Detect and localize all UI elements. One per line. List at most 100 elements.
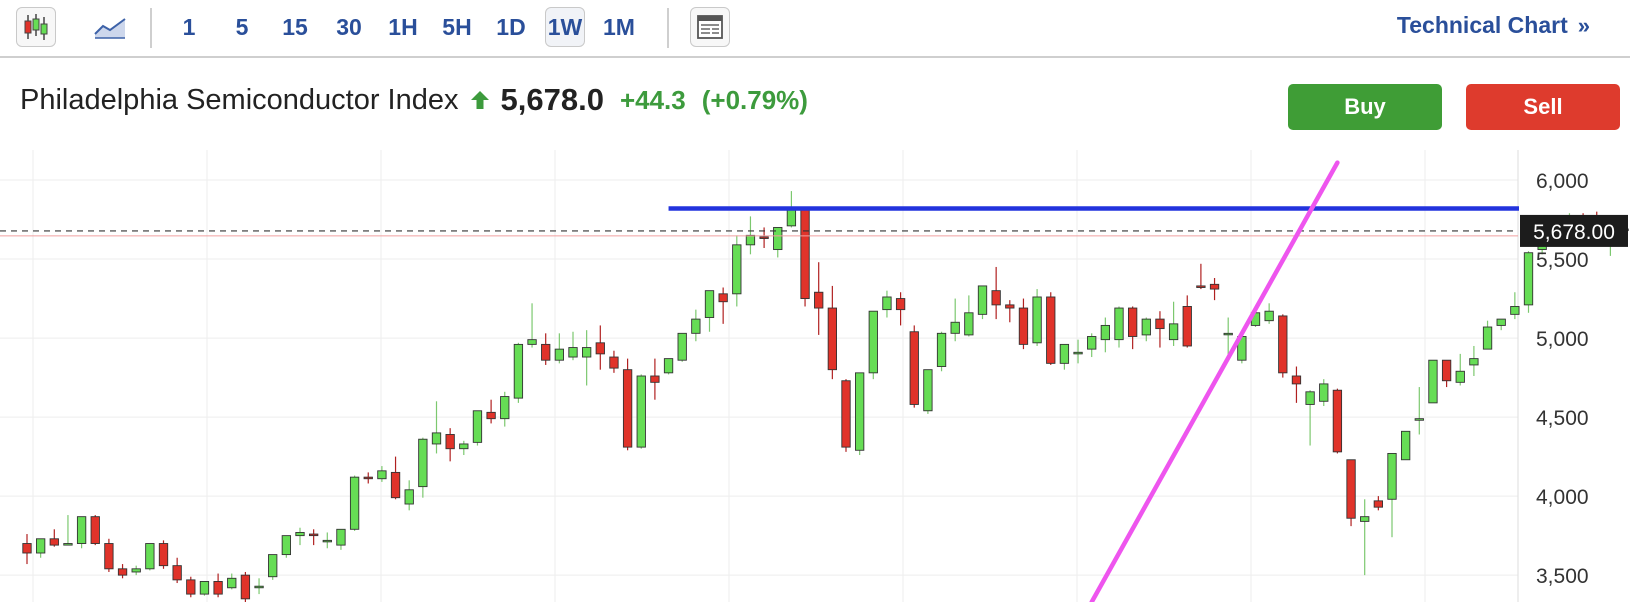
candle-body [745,234,756,246]
candle-body [131,568,141,573]
candle-body [1414,418,1424,421]
candle [554,333,565,364]
candle-body [513,343,524,399]
candle-body [1127,307,1138,337]
candle-body [936,332,947,367]
candle-body [418,438,428,488]
candle-body [281,535,291,556]
candle-body [663,358,674,374]
period-1w[interactable]: 1W [545,7,585,47]
candle-body [254,585,264,589]
candle-body [1059,343,1070,364]
candle [1196,263,1206,290]
candle-body [1510,306,1520,315]
candle-body [1523,252,1534,306]
candle-body [1400,430,1411,461]
price-tick-label: 3,500 [1536,565,1589,588]
price-axis: 6,000 5,500 5,000 4,500 4,000 3,500 5,678.00 [1520,170,1628,588]
candle-body [1428,359,1438,404]
candle-body [827,307,838,371]
candle [1032,289,1042,346]
period-1[interactable]: 1 [182,13,196,40]
candle [1305,390,1315,446]
candle-body [841,380,851,448]
candle [582,330,592,386]
candle [76,516,87,549]
candle-body [909,331,919,405]
candle-body [568,347,578,358]
price-chart[interactable]: 6,000 5,500 5,000 4,500 4,000 3,500 5,678.00 [0,150,1630,602]
candle [1291,366,1302,403]
candle-body [977,285,988,315]
candle-body [240,574,251,600]
candle [145,543,155,571]
candle [622,358,633,451]
candle [991,266,1001,320]
candle [63,515,73,546]
buy-button[interactable]: Buy [1288,84,1442,130]
candle-body [1223,332,1233,336]
candle [1482,320,1493,350]
candle [718,287,728,324]
candle-body [1018,307,1029,345]
candle [882,290,892,318]
candle-body [363,476,373,480]
candle-body [322,539,332,543]
candle-body [1360,516,1370,522]
candle [527,303,537,348]
candle-body [1332,389,1343,453]
period-15[interactable]: 15 [282,13,308,40]
sell-button[interactable]: Sell [1466,84,1620,130]
candle [841,379,851,452]
candle [773,226,783,258]
candle-body [309,533,319,537]
period-1d[interactable]: 1D [496,13,526,40]
candle [486,399,496,424]
layout-icon[interactable] [690,7,730,47]
candle [131,565,141,576]
chart-grid [0,150,1519,602]
candle-body [158,543,169,567]
candle-body [472,410,483,443]
period-5h[interactable]: 5H [442,13,472,40]
candle [1073,339,1083,364]
candle-body [1209,283,1220,290]
candle-body [1046,296,1056,364]
candle [827,285,838,380]
candle-body [1291,375,1302,385]
candle-body [1455,370,1465,383]
candle [240,571,251,602]
candle [1127,306,1138,350]
candle [1510,292,1520,320]
candle [936,331,947,372]
candle [1360,499,1370,576]
candle-body [636,375,646,448]
candle-body [882,296,892,311]
candle [158,540,169,569]
candle [732,235,742,307]
candle-body [814,291,824,309]
period-1h[interactable]: 1H [388,13,418,40]
area-chart-icon[interactable] [90,7,130,47]
candle [445,428,455,462]
candlestick-icon[interactable] [16,7,56,47]
candle [691,309,701,342]
candle [663,358,674,375]
period-5[interactable]: 5 [235,13,249,40]
candle [800,206,810,307]
period-1m[interactable]: 1M [603,13,635,40]
candle [104,538,114,572]
candle-body [732,244,742,295]
candle [950,298,960,342]
period-30[interactable]: 30 [336,13,362,40]
candle-body [22,543,32,554]
candle-body [36,538,46,554]
candle [36,538,46,558]
candle [186,576,196,598]
candle-body [431,432,442,445]
candle-body [991,290,1001,306]
candle [1428,359,1438,404]
price-change-percent: (+0.79%) [701,84,808,115]
candle-body [855,372,865,451]
technical-chart-link[interactable]: Technical Chart » [1397,12,1590,39]
